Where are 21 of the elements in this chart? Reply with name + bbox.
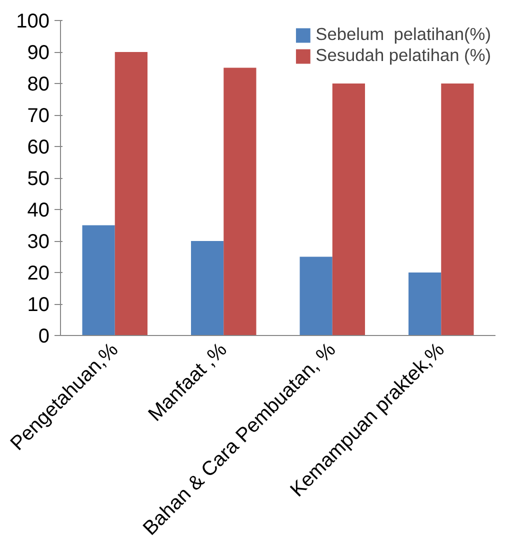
y-tick-label: 0 (38, 326, 50, 348)
y-tick-label: 60 (27, 136, 50, 158)
bar (82, 225, 115, 336)
y-tick-label: 100 (16, 10, 50, 32)
legend-label: Sesudah pelatihan (%) (316, 45, 491, 66)
bar (114, 52, 148, 336)
bar (441, 84, 474, 336)
bar (300, 256, 332, 336)
y-tick-label: 20 (27, 262, 50, 284)
legend-label: Sebelum pelatihan(%) (316, 24, 491, 45)
y-tick-label: 50 (27, 168, 50, 190)
y-tick-label: 90 (27, 42, 50, 64)
y-tick-label: 30 (27, 231, 50, 253)
y-tick-label: 80 (27, 74, 50, 96)
y-tick-label: 40 (27, 200, 50, 222)
bar (224, 68, 256, 336)
y-tick-label: 70 (27, 105, 50, 127)
bar (332, 84, 365, 336)
bar (408, 272, 442, 336)
bar (191, 241, 224, 336)
y-tick-label: 10 (27, 294, 50, 316)
